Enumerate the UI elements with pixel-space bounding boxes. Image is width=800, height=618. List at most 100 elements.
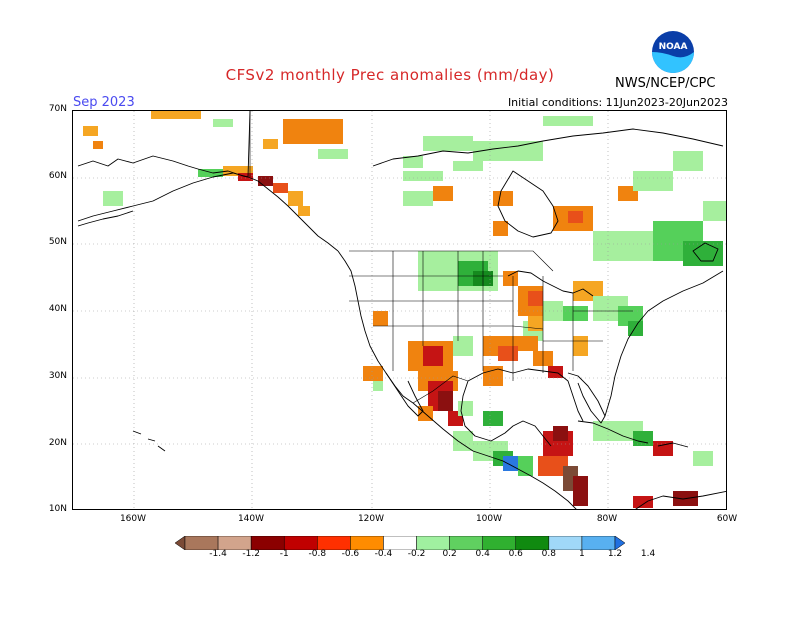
anomaly-cell-light-green bbox=[453, 161, 483, 171]
coastlines bbox=[77, 111, 726, 509]
colorbar-segment bbox=[515, 535, 550, 551]
colorbar-tick-label: 0.6 bbox=[508, 549, 523, 559]
x-tick-label: 80W bbox=[596, 514, 618, 524]
colorbar-tick-label: -0.4 bbox=[374, 549, 393, 559]
colorbar-tick-label: 0.2 bbox=[442, 549, 457, 559]
anomaly-cell-light-green bbox=[693, 451, 713, 466]
colorbar-tick-label: -0.6 bbox=[341, 549, 360, 559]
colorbar-max-arrow bbox=[614, 535, 626, 551]
anomaly-cell-green bbox=[198, 169, 223, 177]
anomaly-cell-mid-green bbox=[628, 321, 643, 336]
anomaly-cell-red bbox=[633, 496, 653, 508]
anomaly-cell-light-green bbox=[403, 191, 433, 206]
map-svg bbox=[73, 111, 726, 509]
colorbar-svg bbox=[174, 535, 626, 551]
arctic-coast bbox=[372, 128, 724, 167]
south-america bbox=[635, 490, 726, 509]
anomaly-cell-dark-red bbox=[438, 391, 453, 411]
anomaly-cell-light-green bbox=[458, 401, 473, 416]
anomaly-cell-dark-red bbox=[553, 426, 568, 441]
anomaly-cell-red-orange bbox=[273, 183, 288, 193]
anomaly-cell-mid-green bbox=[633, 431, 653, 446]
anomaly-cell-light-green bbox=[543, 116, 593, 126]
colorbar-segment bbox=[482, 535, 517, 551]
anomaly-cell-red bbox=[548, 366, 563, 378]
colorbar-segment bbox=[548, 535, 583, 551]
colorbar-segment bbox=[383, 535, 417, 551]
anomaly-cell-light-green bbox=[213, 119, 233, 127]
colorbar-tick-label: 1 bbox=[579, 549, 585, 559]
mexico-coast bbox=[412, 402, 577, 509]
anomaly-cell-red-orange bbox=[568, 211, 583, 223]
baja bbox=[385, 372, 424, 417]
anomaly-cell-red-orange bbox=[498, 346, 518, 361]
anomaly-cell-green bbox=[563, 306, 588, 321]
colorbar-tick-label: 0.8 bbox=[541, 549, 556, 559]
anomaly-cell-light-green bbox=[703, 201, 726, 221]
anomaly-cell-light-green bbox=[403, 171, 443, 181]
y-tick-label: 20N bbox=[48, 437, 67, 448]
initial-conditions: Initial conditions: 11Jun2023-20Jun2023 bbox=[507, 96, 728, 109]
anomaly-cell-red bbox=[238, 173, 253, 181]
logo-text: NOAA bbox=[659, 42, 688, 52]
anomaly-cells bbox=[83, 111, 726, 508]
anomaly-cell-orange bbox=[433, 186, 453, 201]
x-tick-label: 140W bbox=[237, 514, 265, 524]
anomaly-cell-orange bbox=[493, 221, 508, 236]
anomaly-cell-light-orange bbox=[223, 166, 253, 176]
newfoundland bbox=[692, 242, 719, 262]
anomaly-cell-light-orange bbox=[573, 336, 588, 356]
anomaly-cell-light-green bbox=[453, 431, 473, 451]
anomaly-cell-light-orange bbox=[528, 316, 543, 331]
anomaly-cell-orange bbox=[93, 141, 103, 149]
anomaly-map bbox=[72, 110, 727, 510]
anomaly-cell-orange bbox=[283, 119, 343, 144]
noaa-logo: NOAA bbox=[651, 30, 695, 74]
anomaly-cell-red bbox=[423, 346, 443, 366]
anomaly-cell-light-green bbox=[318, 149, 348, 159]
colorbar-tick-label: -0.8 bbox=[308, 549, 327, 559]
anomaly-cell-light-green bbox=[673, 151, 703, 171]
anomaly-cell-light-green bbox=[103, 191, 123, 206]
anomaly-cell-dark-red bbox=[258, 176, 273, 186]
anomaly-cell-light-green bbox=[403, 156, 423, 168]
y-tick-label: 40N bbox=[48, 304, 67, 315]
anomaly-cell-light-orange bbox=[288, 191, 303, 206]
x-tick-label: 160W bbox=[119, 514, 147, 524]
colorbar-tick-label: -1.4 bbox=[209, 549, 227, 559]
y-tick-label: 50N bbox=[48, 237, 67, 248]
colorbar-tick-label: -1.2 bbox=[242, 549, 260, 559]
cuba bbox=[577, 420, 649, 444]
colorbar-tick-label: 1.4 bbox=[640, 549, 656, 559]
anomaly-cell-light-green bbox=[373, 381, 383, 391]
colorbar-segment bbox=[317, 535, 351, 551]
anomaly-cell-light-green bbox=[593, 421, 643, 441]
hawaii bbox=[132, 430, 166, 452]
chart-title: CFSv2 monthly Prec anomalies (mm/day) bbox=[225, 66, 555, 84]
anomaly-cell-dark-red bbox=[573, 476, 588, 506]
colorbar-segment bbox=[416, 535, 450, 551]
anomaly-cell-light-orange bbox=[298, 206, 310, 216]
anomaly-cell-light-green bbox=[473, 141, 543, 161]
colorbar-segment bbox=[581, 535, 616, 551]
y-tick-label: 10N bbox=[48, 504, 67, 515]
state-borders bbox=[249, 111, 633, 404]
aleutians bbox=[77, 210, 134, 227]
y-tick-label: 60N bbox=[48, 170, 67, 181]
colorbar-tick-label: 0.4 bbox=[475, 549, 490, 559]
hudson-bay bbox=[497, 170, 559, 238]
anomaly-cell-orange bbox=[513, 336, 538, 351]
colorbar bbox=[174, 535, 626, 551]
anomaly-cell-orange bbox=[503, 271, 518, 286]
anomaly-cell-light-green bbox=[453, 336, 473, 356]
x-tick-label: 60W bbox=[716, 514, 738, 524]
great-lakes bbox=[507, 270, 594, 297]
anomaly-cell-orange bbox=[483, 366, 503, 386]
anomaly-cell-red-orange bbox=[528, 291, 543, 306]
anomaly-cell-orange bbox=[373, 311, 388, 326]
org-label: NWS/NCEP/CPC bbox=[615, 76, 716, 91]
anomaly-cell-orange bbox=[493, 191, 513, 206]
forecast-month: Sep 2023 bbox=[73, 95, 135, 110]
colorbar-tick-label: 1.2 bbox=[607, 549, 623, 559]
anomaly-cell-light-green bbox=[423, 136, 473, 151]
